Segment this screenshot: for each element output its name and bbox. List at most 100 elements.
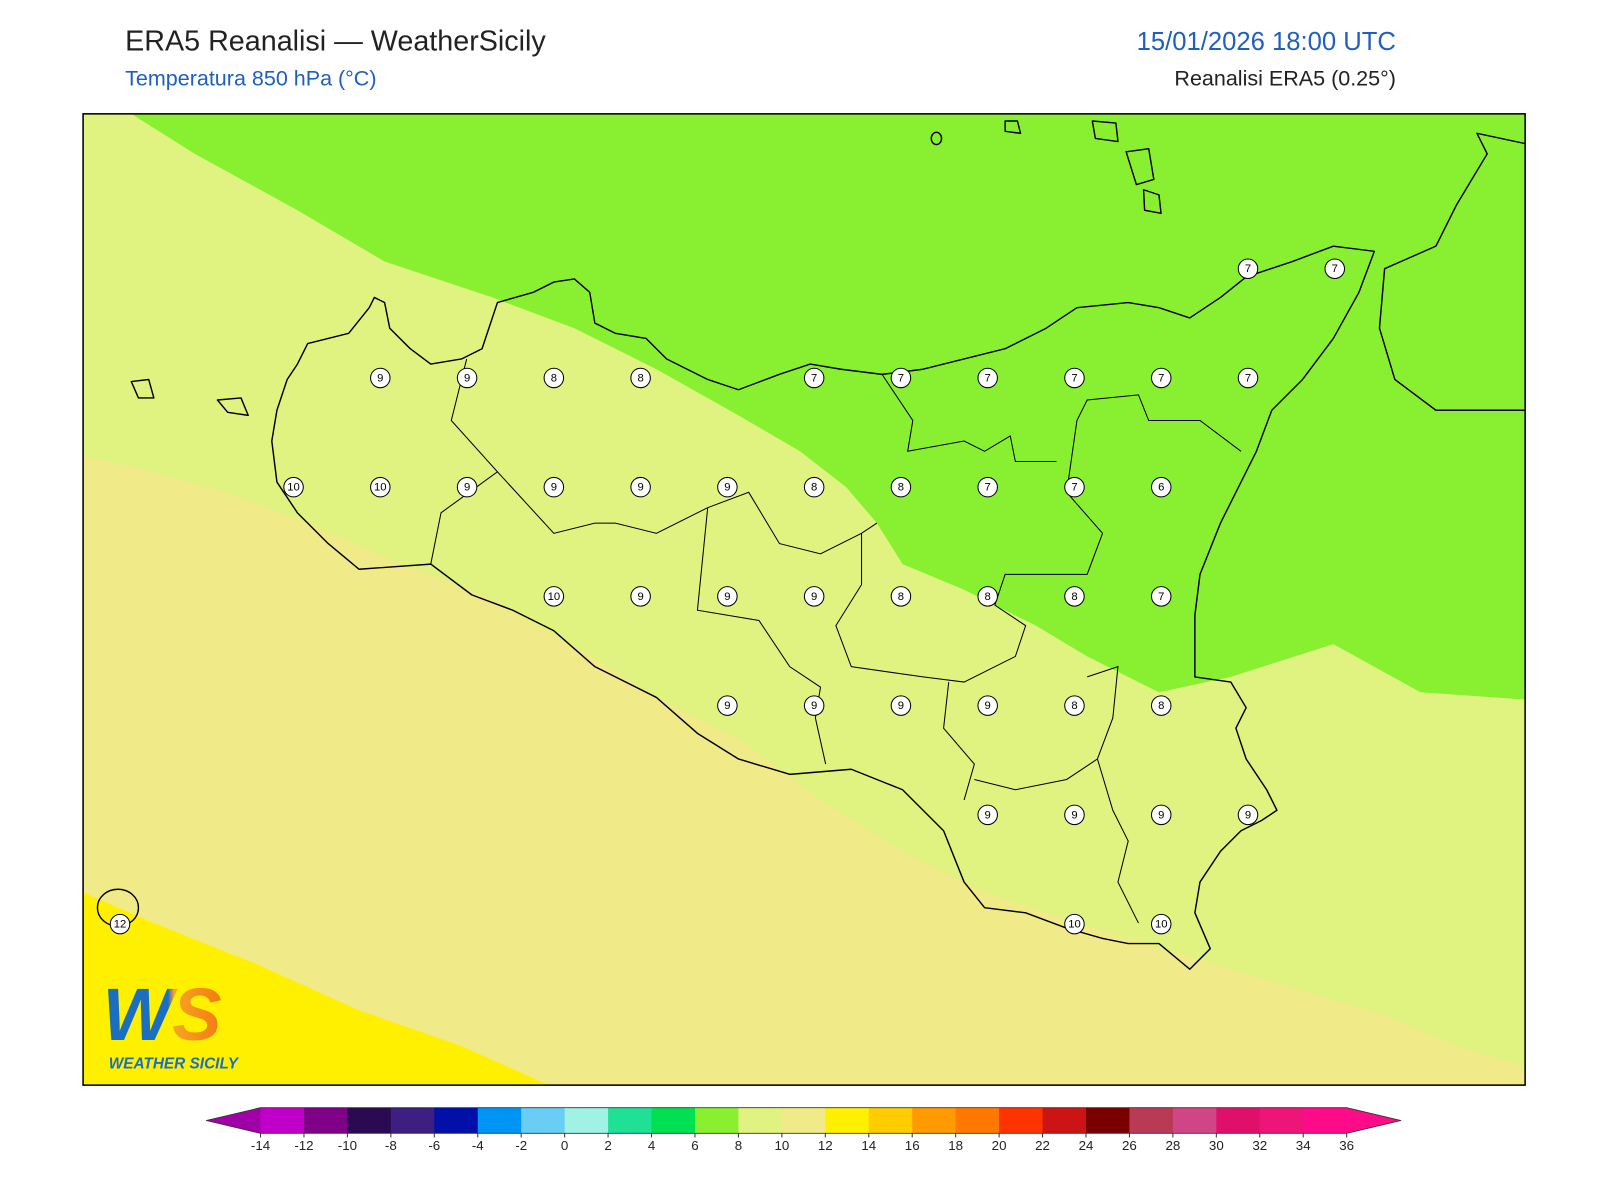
colorbar-tick-label: 30 xyxy=(1209,1138,1224,1153)
station-value: 8 xyxy=(898,591,904,603)
colorbar-segment xyxy=(608,1107,653,1134)
colorbar-segment xyxy=(260,1107,305,1134)
calabria-coastline xyxy=(1378,132,1526,411)
colorbar-segment xyxy=(868,1107,913,1134)
colorbar-segment xyxy=(694,1107,739,1134)
colorbar-segment xyxy=(955,1107,1000,1134)
station-values: 7 7 9 9 8 8 7 7 7 7 7 7 10 10 9 9 9 9 8 8 7 7 6 10 9 9 9 8 8 8 7 9 9 9 9 8 8… xyxy=(109,258,1346,935)
station-marker xyxy=(456,367,478,389)
station-marker xyxy=(1064,367,1085,389)
station-marker xyxy=(1150,804,1172,826)
island xyxy=(130,120,1162,417)
station-value: 10 xyxy=(1155,919,1168,931)
colorbar-segment xyxy=(1129,1107,1174,1134)
station-marker xyxy=(1324,258,1346,279)
colorbar-tick-label: 34 xyxy=(1296,1138,1311,1153)
field-10-12 xyxy=(83,456,1526,1086)
station-marker xyxy=(890,586,912,607)
station-marker xyxy=(543,367,565,389)
station-marker xyxy=(1150,476,1172,498)
colorbar-tick-label: -2 xyxy=(515,1138,527,1153)
station-value: 7 xyxy=(1071,482,1077,494)
station-value: 8 xyxy=(551,372,557,384)
colorbar: -14 -12 -10 -8 -6 -4 -2 0 2 4 6 8 10 12 14 16 18 20 22 24 26… xyxy=(206,1107,1402,1153)
station-marker xyxy=(1064,695,1085,716)
station-value: 9 xyxy=(724,700,730,712)
colorbar-segment xyxy=(1042,1107,1087,1134)
station-value: 9 xyxy=(464,372,470,384)
station-value: 9 xyxy=(724,591,730,603)
station-marker xyxy=(543,586,565,607)
logo-name: WEATHER SICILY xyxy=(109,1056,240,1073)
station-marker xyxy=(283,476,304,498)
station-value: 8 xyxy=(985,591,991,603)
station-value: 9 xyxy=(985,700,991,712)
station-value: 9 xyxy=(1071,809,1077,821)
colorbar-tick-label: -8 xyxy=(385,1138,397,1153)
colorbar-tick-label: -14 xyxy=(251,1138,271,1153)
station-marker xyxy=(890,476,912,498)
colorbar-segment xyxy=(1172,1107,1217,1134)
map: 7 7 9 9 8 8 7 7 7 7 7 7 10 10 9 9 9 9 8 8 7 7 6 10 9 9 9 8 8 8 7 9 9 9 9 8 8… xyxy=(83,113,1526,1086)
colorbar-tick-label: 20 xyxy=(992,1138,1007,1153)
colorbar-segment xyxy=(1259,1107,1304,1134)
station-marker xyxy=(1064,804,1085,826)
station-marker xyxy=(1150,367,1172,389)
station-value: 7 xyxy=(985,482,991,494)
colorbar-tick-label: -4 xyxy=(472,1138,484,1153)
colorbar-segment xyxy=(912,1107,957,1134)
colorbar-tick-label: 12 xyxy=(818,1138,833,1153)
colorbar-segment xyxy=(781,1107,826,1134)
station-marker xyxy=(1150,695,1172,716)
colorbar-segment xyxy=(521,1107,566,1134)
station-value: 7 xyxy=(898,372,904,384)
station-marker xyxy=(890,695,912,716)
station-marker xyxy=(456,476,478,498)
station-marker xyxy=(717,476,738,498)
station-value: 9 xyxy=(985,809,991,821)
station-value: 9 xyxy=(811,591,817,603)
station-marker xyxy=(803,476,825,498)
colorbar-tick-label: 8 xyxy=(735,1138,742,1153)
station-marker xyxy=(977,695,998,716)
colorbar-under xyxy=(206,1107,261,1134)
station-value: 9 xyxy=(724,482,730,494)
station-marker xyxy=(803,367,825,389)
station-value: 8 xyxy=(898,482,904,494)
colorbar-tick-label: -10 xyxy=(338,1138,357,1153)
logo-mark: WS xyxy=(103,973,222,1056)
station-value: 8 xyxy=(1071,700,1077,712)
station-value: 7 xyxy=(1332,263,1338,275)
station-value: 7 xyxy=(811,372,817,384)
field-12-14 xyxy=(83,892,549,1086)
station-marker xyxy=(370,476,391,498)
station-marker xyxy=(1064,913,1085,935)
station-marker xyxy=(630,586,651,607)
station-marker xyxy=(1237,804,1259,826)
station-marker xyxy=(803,586,825,607)
station-marker xyxy=(1064,476,1085,498)
colorbar-tick-label: 6 xyxy=(691,1138,698,1153)
colorbar-segment xyxy=(825,1107,870,1134)
subtitle: Temperatura 850 hPa (°C) xyxy=(125,67,376,91)
datetime: 15/01/2026 18:00 UTC xyxy=(1137,28,1396,56)
station-value: 9 xyxy=(637,482,643,494)
colorbar-segment xyxy=(564,1107,609,1134)
station-marker xyxy=(890,367,912,389)
map-frame xyxy=(82,113,1526,1086)
station-marker xyxy=(630,367,651,389)
station-value: 7 xyxy=(1071,372,1077,384)
station-value: 8 xyxy=(1071,591,1077,603)
station-marker xyxy=(803,695,825,716)
colorbar-tick-label: 36 xyxy=(1339,1138,1354,1153)
station-value: 9 xyxy=(464,482,470,494)
station-value: 8 xyxy=(1158,700,1164,712)
colorbar-segment xyxy=(738,1107,783,1134)
station-value: 7 xyxy=(985,372,991,384)
station-marker xyxy=(1064,586,1085,607)
colorbar-tick-label: -12 xyxy=(294,1138,313,1153)
station-value: 7 xyxy=(1158,591,1164,603)
station-value: 8 xyxy=(811,482,817,494)
province-borders xyxy=(430,358,1242,924)
